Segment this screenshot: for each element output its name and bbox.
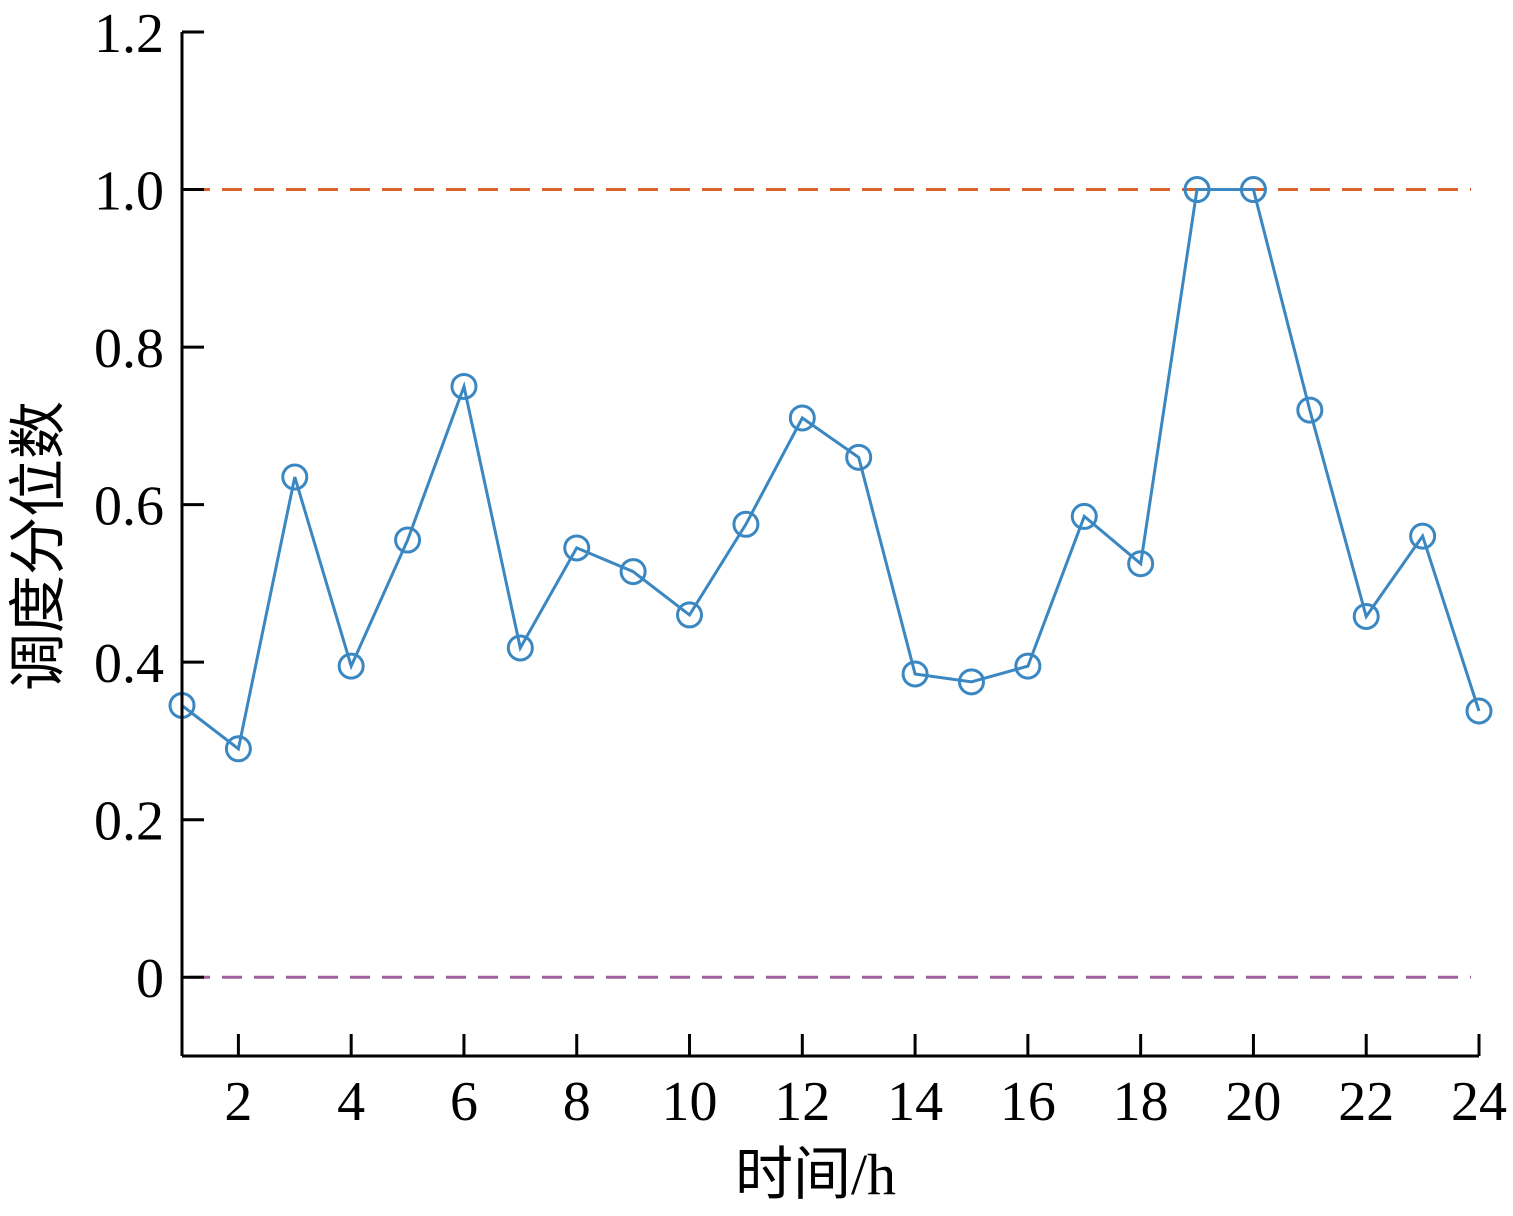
data-point [1409,522,1437,550]
x-tick-label: 22 [1338,1071,1394,1133]
y-tick-label: 1.0 [94,161,164,223]
data-point [1014,652,1042,680]
x-tick-label: 16 [1000,1071,1056,1133]
data-point [619,558,647,586]
y-tick-label: 0 [136,948,164,1010]
data-point [281,463,309,491]
data-point [1183,176,1211,204]
y-tick-label: 0.2 [94,791,164,853]
x-tick-label: 10 [662,1071,718,1133]
x-tick-label: 8 [563,1071,591,1133]
y-axis-label: 调度分位数 [6,401,71,691]
x-axis-label: 时间/h [735,1142,896,1207]
y-tick-label: 0.6 [94,476,164,538]
data-point [1239,176,1267,204]
data-point [845,443,873,471]
data-point [394,526,422,554]
y-tick-label: 0.8 [94,318,164,380]
x-tick-label: 2 [224,1071,252,1133]
data-point [563,534,591,562]
x-tick-label: 6 [450,1071,478,1133]
x-tick-label: 4 [337,1071,365,1133]
data-point [1296,396,1324,424]
x-tick-label: 12 [774,1071,830,1133]
data-point [337,652,365,680]
axes: 00.20.40.60.81.01.22 4 6 8 10 12 14 16 18 20 22 24 [94,3,1507,1133]
data-point [224,735,252,763]
data-point [732,510,760,538]
x-tick-label: 18 [1113,1071,1169,1133]
data-point [957,668,985,696]
x-tick-label: 20 [1225,1071,1281,1133]
data-point [450,372,478,400]
data-point [788,404,816,432]
data-point [1465,697,1493,725]
reference-lines [190,188,1471,979]
data-point [506,634,534,662]
data-point [1352,602,1380,630]
data-point [1127,550,1155,578]
y-tick-label: 1.2 [94,3,164,65]
x-tick-label: 24 [1451,1071,1507,1133]
y-tick-label: 0.4 [94,633,164,695]
x-tick-label: 14 [887,1071,943,1133]
series-line-0 [181,188,1481,752]
data-point [1070,502,1098,530]
series-layer [168,176,1493,763]
data-point [901,660,929,688]
data-point [676,601,704,629]
